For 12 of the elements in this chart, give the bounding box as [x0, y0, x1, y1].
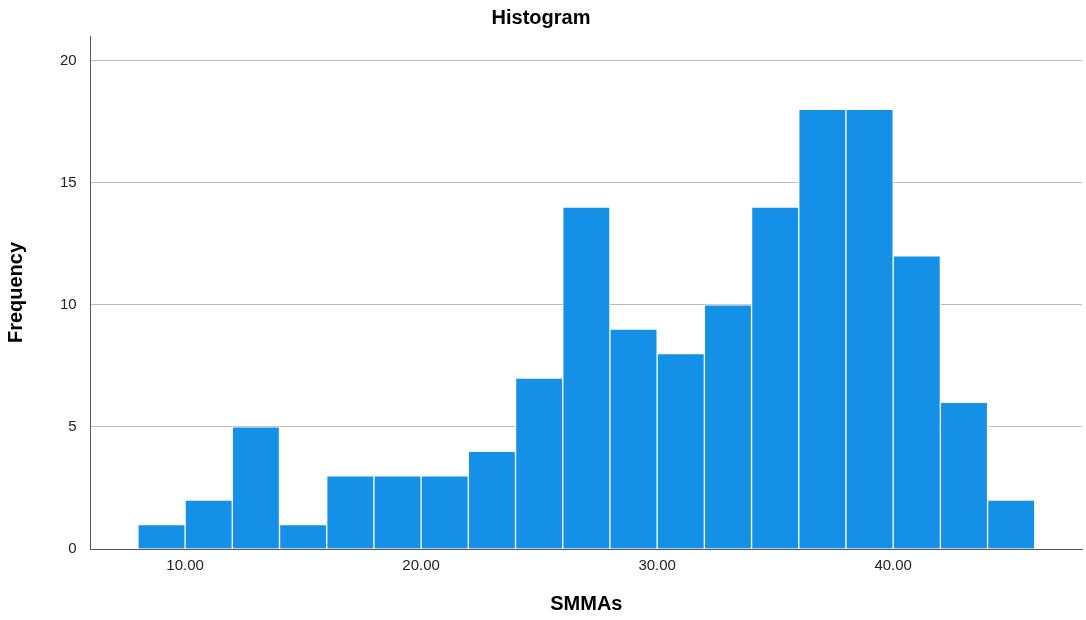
y-tick-label: 5	[68, 417, 77, 434]
y-tick-label: 10	[60, 294, 77, 312]
y-tick-label: 15	[60, 172, 77, 190]
y-axis-title: Frequency	[3, 241, 26, 344]
x-tick-label: 20.00	[402, 556, 440, 574]
y-tick-label: 0	[68, 539, 77, 557]
x-tick-label: 40.00	[874, 556, 912, 574]
y-tick-label: 20	[60, 50, 77, 68]
chart-title: Histogram	[491, 5, 591, 28]
x-tick-label: 30.00	[638, 556, 676, 574]
x-axis-title: SMMAs	[550, 591, 623, 614]
x-tick-label: 10.00	[166, 556, 204, 574]
